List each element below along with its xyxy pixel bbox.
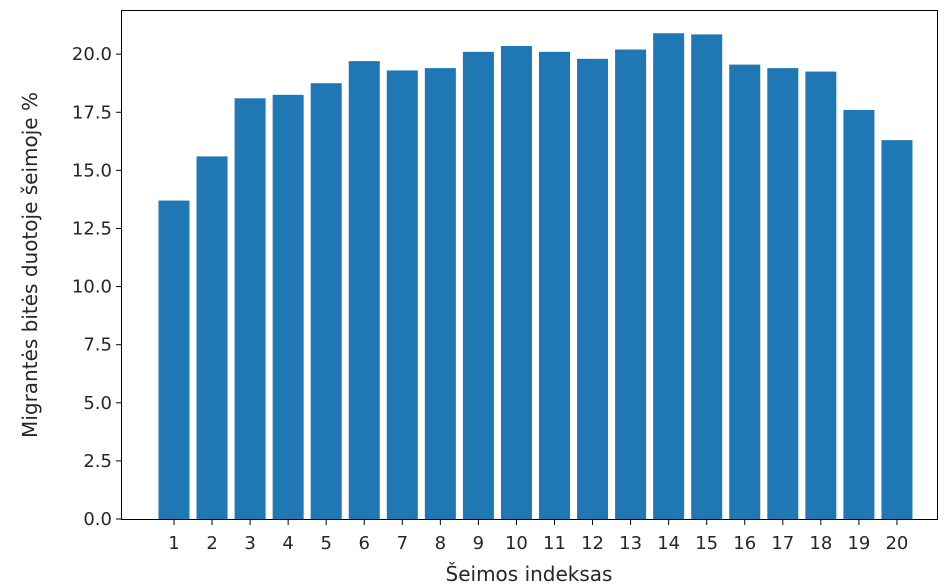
x-axis-ticks: 1 2 3 4 5 6 7 8 9 10 11 12 13 14 15 16 17 18 19 20 [168,519,908,554]
bar-11 [539,51,570,520]
bar-14 [653,33,685,520]
y-tick-label: 17.5 [72,102,112,123]
y-tick-label: 7.5 [83,335,112,356]
x-tick-label: 1 [168,533,179,554]
x-tick-label: 11 [543,533,566,554]
x-tick-label: 2 [206,533,217,554]
bar-7 [386,70,418,520]
x-axis-label: Šeimos indeksas [446,562,613,586]
bar-5 [310,83,342,520]
x-tick-label: 14 [657,533,680,554]
y-axis-ticks: 0.0 2.5 5.0 7.5 10.0 12.5 15.0 17.5 20.0 [72,44,122,530]
x-tick-label: 16 [733,533,756,554]
bar-2 [196,156,228,520]
x-tick-label: 19 [847,533,870,554]
x-tick-label: 10 [505,533,528,554]
x-tick-label: 12 [581,533,604,554]
bar-13 [615,49,647,519]
bar-12 [577,58,609,520]
bar-19 [843,109,875,519]
x-tick-label: 7 [397,533,408,554]
x-tick-label: 4 [282,533,293,554]
y-tick-label: 0.0 [83,509,112,530]
x-tick-label: 8 [435,533,446,554]
y-tick-label: 12.5 [72,218,112,239]
y-tick-label: 20.0 [72,44,112,65]
bar-18 [805,71,837,519]
bar-20 [881,140,913,519]
x-tick-label: 18 [809,533,832,554]
y-axis-label: Migrantės bitės duotoje šeimoje % [18,92,42,438]
bar-8 [424,68,456,520]
bar-15 [691,34,723,520]
x-tick-label: 13 [619,533,642,554]
x-tick-label: 9 [473,533,484,554]
x-tick-label: 5 [320,533,331,554]
bar-4 [272,94,304,519]
plot-frame [121,10,938,520]
x-tick-label: 20 [885,533,908,554]
x-tick-label: 3 [244,533,255,554]
x-tick-label: 6 [359,533,370,554]
bar-3 [234,98,266,519]
bar-10 [500,46,532,519]
bar-16 [729,64,761,520]
bar-17 [767,68,799,520]
bars-group [158,33,913,520]
y-tick-label: 5.0 [83,393,112,414]
bar-1 [158,200,190,519]
x-tick-label: 17 [771,533,794,554]
bar-9 [462,51,494,520]
x-tick-label: 15 [695,533,718,554]
y-tick-label: 2.5 [83,451,112,472]
y-tick-label: 15.0 [72,160,112,181]
y-tick-label: 10.0 [72,277,112,298]
bar-6 [348,61,380,519]
